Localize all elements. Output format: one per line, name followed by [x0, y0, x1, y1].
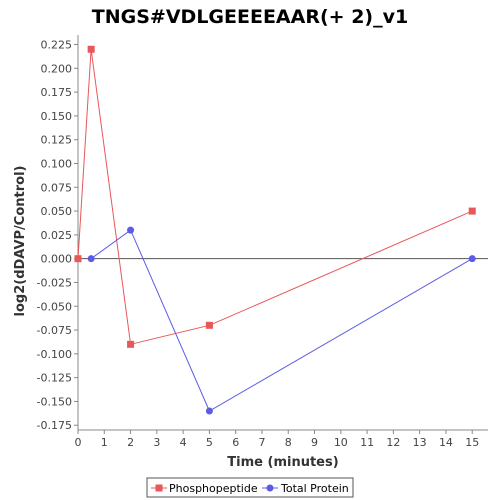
y-tick-label: 0.175: [41, 86, 73, 99]
legend-box: [146, 477, 354, 498]
y-tick-label: 0.025: [41, 229, 73, 242]
series-line-total-protein: [90, 229, 473, 412]
data-point-phosphopeptide: [127, 340, 135, 348]
x-tick-label: 6: [232, 436, 239, 449]
axes: -0.175 -0.150 -0.125 -0.100 -0.075 -0.050 -0.0…: [37, 35, 488, 449]
y-tick-label: -0.025: [37, 276, 72, 289]
y-tick-label: 0.225: [41, 39, 73, 52]
legend-label-total-protein: Total Protein: [280, 482, 349, 495]
y-tick-label: 0.125: [41, 134, 73, 147]
y-tick-label: -0.050: [37, 300, 72, 313]
data-point-total-protein: [468, 255, 476, 263]
x-tick-label: 9: [311, 436, 318, 449]
x-tick-label: 13: [413, 436, 427, 449]
x-tick-label: 1: [101, 436, 108, 449]
y-tick-label: 0.150: [41, 110, 73, 123]
x-tick-label: 7: [258, 436, 265, 449]
x-tick-label: 11: [360, 436, 374, 449]
data-point-phosphopeptide: [87, 45, 95, 53]
y-tick-label: 0.050: [41, 205, 73, 218]
legend-marker-total-protein: [266, 484, 274, 492]
x-axis-title: Time (minutes): [227, 455, 338, 470]
x-tick-label: 4: [180, 436, 187, 449]
x-tick-label: 0: [75, 436, 82, 449]
y-tick-label: 0.075: [41, 181, 73, 194]
x-tick-label: 5: [206, 436, 213, 449]
legend: Phosphopeptide Total Protein: [146, 477, 354, 498]
y-tick-label: 0.200: [41, 62, 73, 75]
series-layer: [74, 45, 476, 415]
x-tick-label: 2: [127, 436, 134, 449]
x-tick-label: 14: [439, 436, 453, 449]
data-point-total-protein: [205, 407, 213, 415]
y-axis-title: log2(dDAVP/Control): [13, 166, 28, 317]
legend-marker-phosphopeptide: [155, 484, 163, 492]
data-point-total-protein: [127, 226, 135, 234]
x-tick-label: 10: [334, 436, 348, 449]
y-tick-label: -0.125: [37, 372, 72, 385]
y-tick-label: -0.100: [37, 348, 72, 361]
x-tick-label: 8: [285, 436, 292, 449]
x-tick-label: 12: [386, 436, 400, 449]
y-tick-label: 0.100: [41, 157, 73, 170]
y-tick-label: -0.175: [37, 419, 72, 432]
y-tick-label: -0.075: [37, 324, 72, 337]
data-point-total-protein: [87, 255, 95, 263]
data-point-phosphopeptide: [468, 207, 476, 215]
legend-label-phosphopeptide: Phosphopeptide: [169, 482, 258, 495]
y-tick-label: -0.150: [37, 395, 72, 408]
data-point-phosphopeptide: [74, 255, 82, 263]
data-point-phosphopeptide: [205, 321, 213, 329]
y-tick-label: 0.000: [41, 253, 73, 266]
x-tick-label: 15: [465, 436, 479, 449]
chart-title: TNGS#VDLGEEEEAAR(+ 2)_v1: [92, 6, 408, 28]
x-tick-label: 3: [153, 436, 160, 449]
plot-background: [78, 35, 488, 430]
